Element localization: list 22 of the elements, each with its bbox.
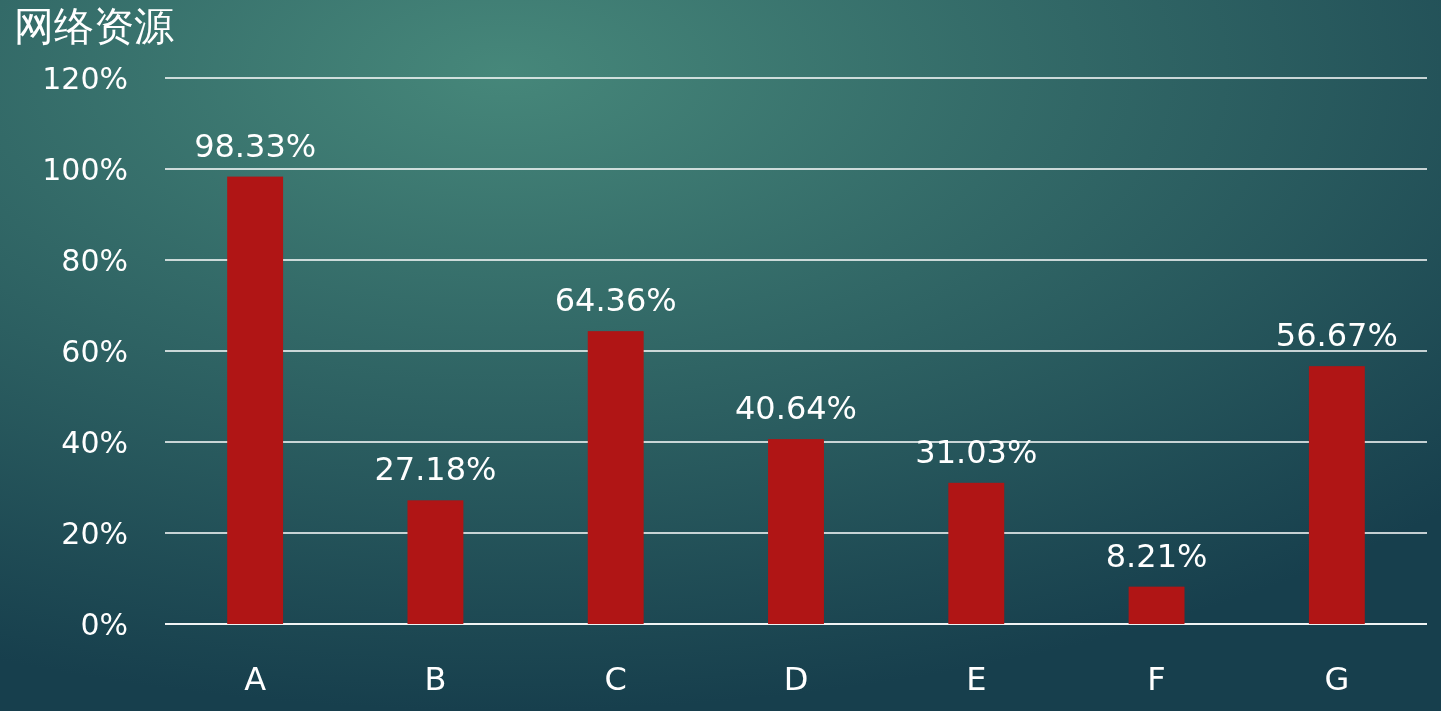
data-label: 8.21% bbox=[1105, 536, 1208, 575]
data-label: 27.18% bbox=[374, 450, 497, 489]
y-tick-label: 40% bbox=[61, 424, 128, 460]
y-tick-label: 0% bbox=[80, 606, 128, 642]
x-tick-label: F bbox=[1147, 660, 1166, 698]
x-tick-label: A bbox=[244, 660, 267, 698]
y-tick-label: 80% bbox=[61, 242, 128, 278]
y-tick-label: 120% bbox=[42, 60, 128, 96]
data-label: 40.64% bbox=[734, 389, 858, 428]
x-tick-label: D bbox=[783, 660, 809, 698]
y-tick-label: 20% bbox=[61, 515, 128, 551]
x-tick-label: G bbox=[1324, 660, 1350, 698]
chart-title: 网络资源 bbox=[14, 3, 174, 49]
x-tick-label: B bbox=[424, 660, 447, 698]
y-tick-label: 60% bbox=[61, 333, 128, 369]
data-label: 56.67% bbox=[1275, 316, 1398, 355]
x-tick-label: E bbox=[966, 660, 987, 698]
data-label: 98.33% bbox=[194, 126, 317, 165]
y-tick-label: 100% bbox=[42, 151, 128, 187]
data-label: 31.03% bbox=[915, 432, 1038, 471]
x-tick-label: C bbox=[604, 660, 627, 698]
data-label: 64.36% bbox=[554, 281, 677, 320]
